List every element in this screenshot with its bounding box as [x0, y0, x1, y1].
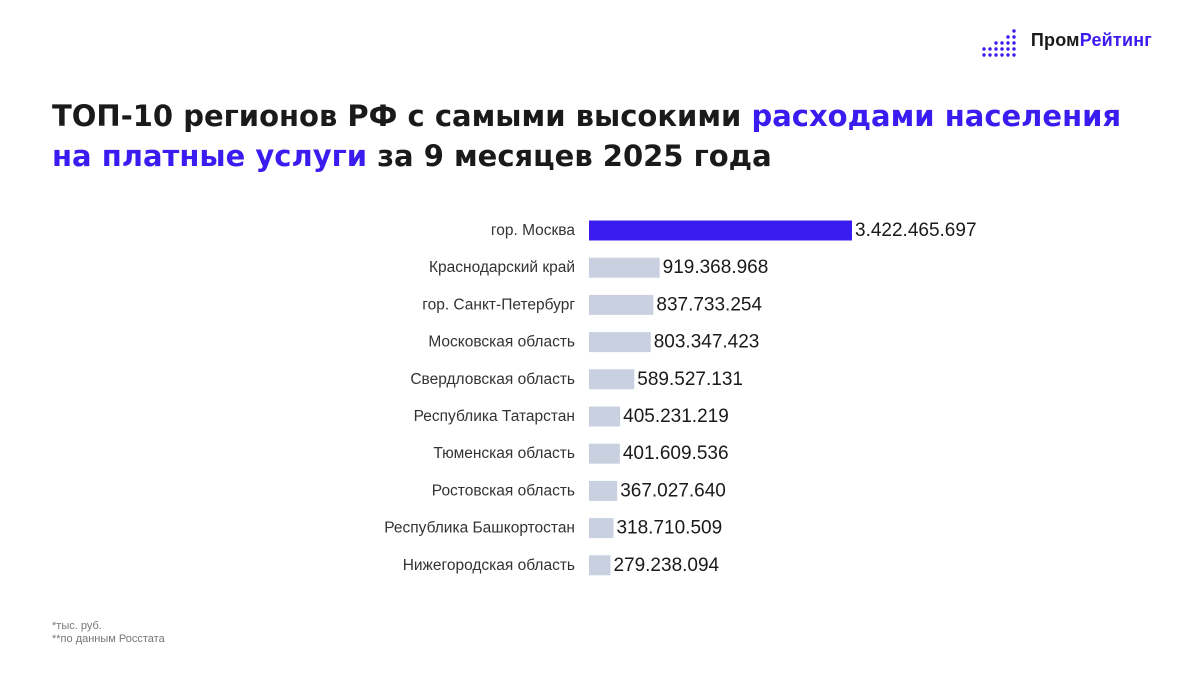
value-label: 589.527.131 — [637, 369, 743, 390]
logo-dot — [1012, 53, 1016, 57]
logo-dot — [994, 41, 998, 45]
bar-dots-logo-icon — [982, 29, 1016, 57]
logo-dot — [982, 53, 986, 57]
logo-dot — [1006, 35, 1010, 39]
logo-dot — [1006, 47, 1010, 51]
logo-dot — [1006, 41, 1010, 45]
logo-dot — [1000, 41, 1004, 45]
value-label: 279.238.094 — [613, 555, 719, 576]
bar-8 — [589, 480, 618, 501]
bar-6 — [589, 406, 621, 427]
brand-name-part2: Рейтинг — [1079, 29, 1152, 50]
logo-dot — [994, 53, 998, 57]
value-label: 401.609.536 — [623, 443, 729, 464]
logo-dot — [1012, 35, 1016, 39]
brand-name-part1: Пром — [1030, 29, 1080, 50]
value-label: 405.231.219 — [623, 406, 729, 427]
value-label: 919.368.968 — [663, 257, 769, 278]
logo-dot — [1012, 47, 1016, 51]
value-label: 3.422.465.697 — [855, 220, 977, 241]
category-label: гор. Санкт-Петербург — [422, 296, 575, 313]
category-label: Свердловская область — [410, 371, 575, 388]
logo-dot — [1000, 47, 1004, 51]
bar-4 — [589, 332, 651, 353]
unit-note: *тыс. руб. — [52, 620, 102, 632]
logo-dot — [1012, 29, 1016, 33]
brand-name: ПромРейтинг — [1031, 30, 1152, 51]
bar-3 — [589, 294, 654, 315]
bar-1 — [589, 220, 852, 241]
value-label: 367.027.640 — [620, 480, 726, 501]
logo-dot — [1000, 53, 1004, 57]
value-label: 837.733.254 — [656, 294, 762, 315]
logo-dot — [982, 47, 986, 51]
logo-dot — [1012, 41, 1016, 45]
category-label: Тюменская область — [433, 445, 575, 462]
value-label: 318.710.509 — [616, 518, 722, 539]
logo-dot — [988, 53, 992, 57]
category-label: Нижегородская область — [403, 557, 575, 574]
brand-logo: ПромРейтинг — [981, 22, 1152, 58]
category-label: Республика Татарстан — [414, 408, 575, 425]
value-label: 803.347.423 — [654, 332, 760, 353]
category-label: гор. Москва — [491, 222, 575, 239]
title-highlight: расходами населения на платные услуги — [52, 99, 1122, 173]
bar-10 — [589, 555, 611, 576]
category-label: Ростовская область — [432, 482, 575, 499]
source-note: **по данным Росстата — [52, 633, 165, 645]
bar-9 — [589, 518, 614, 539]
logo-dot — [994, 47, 998, 51]
category-label: Московская область — [428, 334, 575, 351]
bar-2 — [589, 257, 660, 278]
bar-5 — [589, 369, 635, 390]
footnotes: *тыс. руб. **по данным Росстата — [52, 620, 165, 646]
logo-dot — [988, 47, 992, 51]
chart-title: ТОП-10 регионов РФ с самыми высокими рас… — [52, 96, 1162, 176]
title-part2: за 9 месяцев 2025 года — [367, 139, 772, 173]
title-part1: ТОП-10 регионов РФ с самыми высокими — [52, 99, 752, 133]
bar-7 — [589, 443, 620, 464]
category-label: Республика Башкортостан — [384, 520, 575, 537]
logo-dot — [1006, 53, 1010, 57]
category-label: Краснодарский край — [429, 259, 575, 276]
